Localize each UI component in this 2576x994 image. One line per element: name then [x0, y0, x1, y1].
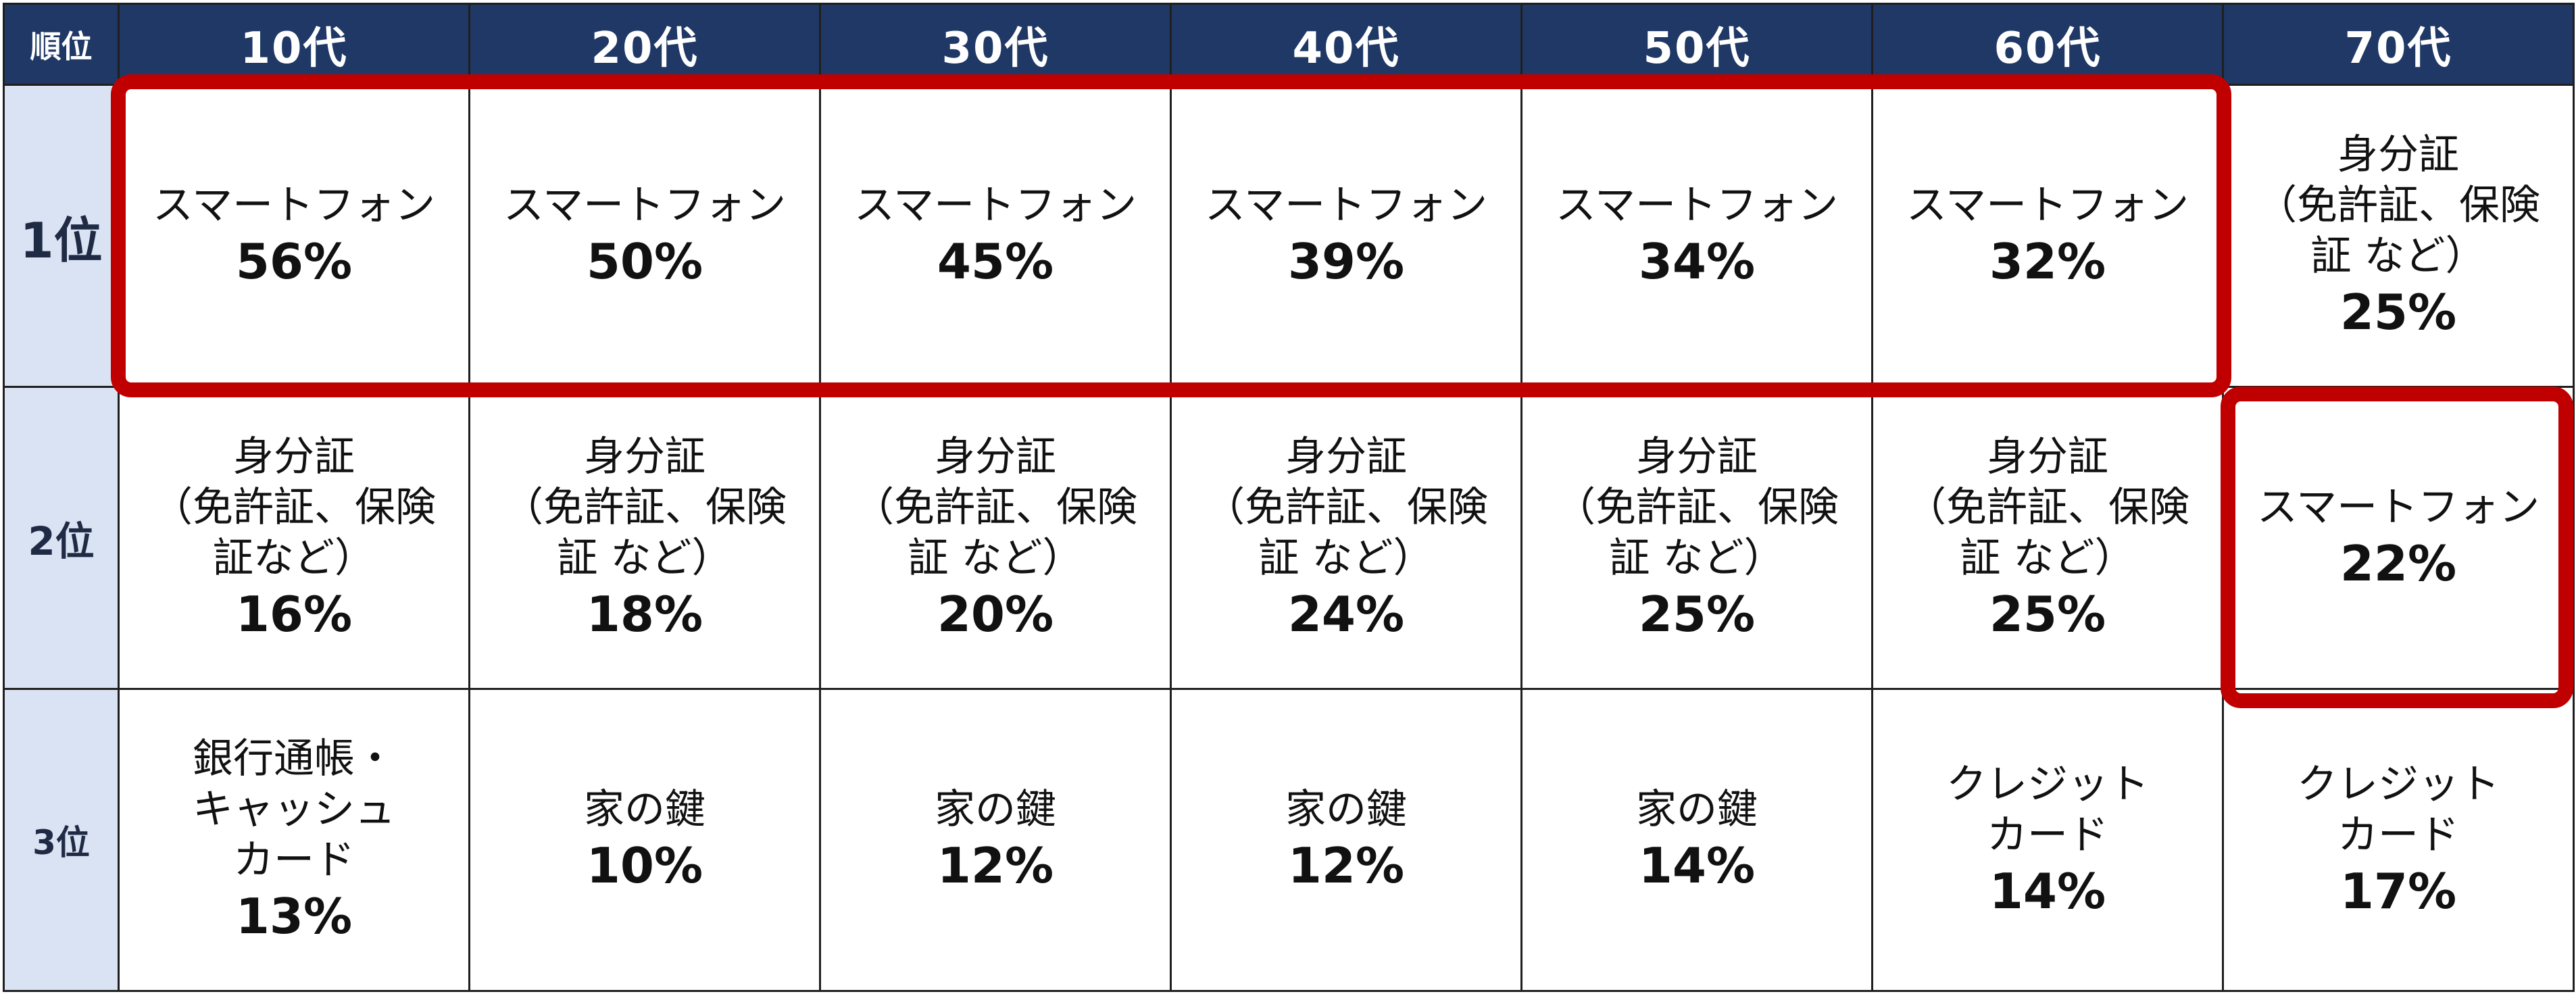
ranking-cell: 身分証 （免許証、保険 証 など） 20% [819, 386, 1172, 690]
item-percentage: 25% [2339, 284, 2457, 341]
item-percentage: 56% [235, 233, 353, 291]
ranking-cell: 家の鍵 12% [1170, 688, 1522, 992]
ranking-cell: 身分証 （免許証、保険 証など） 16% [118, 386, 470, 690]
item-percentage: 45% [937, 233, 1054, 291]
item-percentage: 34% [1638, 233, 1756, 291]
age-header-10s: 10代 [118, 3, 470, 86]
item-name: 家の鍵 [1285, 786, 1407, 834]
item-name: 家の鍵 [935, 786, 1056, 834]
item-percentage: 39% [1287, 233, 1405, 291]
item-percentage: 20% [937, 586, 1054, 643]
rank-header: 順位 [3, 3, 120, 86]
ranking-cell: スマートフォン 22% [2222, 386, 2575, 690]
item-percentage: 25% [1638, 586, 1756, 643]
ranking-cell: 身分証 （免許証、保険 証 など） 25% [1871, 386, 2224, 690]
rank-label-3: 3位 [3, 688, 120, 992]
item-percentage: 14% [1638, 837, 1756, 895]
rank-label-1: 1位 [3, 84, 120, 388]
item-name: スマートフォン [503, 182, 787, 230]
item-percentage: 10% [586, 837, 703, 895]
item-name: クレジット カード [2297, 760, 2500, 859]
item-name: 身分証 （免許証、保険 証 など） [1906, 433, 2189, 582]
rank-row-3: 3位 銀行通帳・ キャッシュ カード 13% 家の鍵 10% 家の鍵 12% 家の鍵 1… [3, 688, 2575, 992]
ranking-cell: 身分証 （免許証、保険 証 など） 25% [1520, 386, 1873, 690]
rank-row-1: 1位 スマートフォン 56% スマートフォン 50% スマートフォン 45% スマート… [3, 84, 2575, 388]
item-name: 身分証 （免許証、保険 証 など） [1204, 433, 1488, 582]
item-name: クレジット カード [1946, 760, 2149, 859]
item-name: 銀行通帳・ キャッシュ カード [193, 735, 395, 885]
header-row: 順位 10代 20代 30代 40代 50代 60代 70代 [3, 3, 2575, 86]
item-percentage: 24% [1287, 586, 1405, 643]
ranking-cell: スマートフォン 45% [819, 84, 1172, 388]
item-percentage: 50% [586, 233, 703, 291]
item-name: 身分証 （免許証、保険 証など） [152, 433, 436, 582]
item-percentage: 13% [235, 888, 353, 945]
item-name: 身分証 （免許証、保険 証 など） [1555, 433, 1839, 582]
item-name: スマートフォン [1555, 182, 1839, 230]
ranking-cell: 身分証 （免許証、保険 証 など） 24% [1170, 386, 1522, 690]
ranking-cell: 家の鍵 12% [819, 688, 1172, 992]
ranking-cell: クレジット カード 14% [1871, 688, 2224, 992]
age-header-20s: 20代 [468, 3, 821, 86]
item-percentage: 14% [1989, 862, 2106, 920]
item-percentage: 17% [2339, 862, 2457, 920]
item-name: スマートフォン [2256, 484, 2540, 532]
item-percentage: 25% [1989, 586, 2106, 643]
ranking-cell: 家の鍵 10% [468, 688, 821, 992]
ranking-cell: スマートフォン 32% [1871, 84, 2224, 388]
item-name: スマートフォン [853, 182, 1137, 230]
ranking-cell: クレジット カード 17% [2222, 688, 2575, 992]
ranking-cell: 銀行通帳・ キャッシュ カード 13% [118, 688, 470, 992]
ranking-cell: 身分証 （免許証、保険 証 など） 25% [2222, 84, 2575, 388]
ranking-cell: スマートフォン 39% [1170, 84, 1522, 388]
item-percentage: 22% [2339, 535, 2457, 593]
item-name: 身分証 （免許証、保険 証 など） [853, 433, 1137, 582]
ranking-cell: 身分証 （免許証、保険 証 など） 18% [468, 386, 821, 690]
item-name: スマートフォン [152, 182, 436, 230]
item-name: スマートフォン [1906, 182, 2189, 230]
ranking-table: 順位 10代 20代 30代 40代 50代 60代 70代 1位 スマートフォ… [3, 3, 2575, 992]
age-header-50s: 50代 [1520, 3, 1873, 86]
ranking-cell: スマートフォン 50% [468, 84, 821, 388]
age-header-30s: 30代 [819, 3, 1172, 86]
ranking-cell: スマートフォン 56% [118, 84, 470, 388]
item-percentage: 18% [586, 586, 703, 643]
item-percentage: 12% [937, 837, 1054, 895]
item-percentage: 16% [235, 586, 353, 643]
item-name: 身分証 （免許証、保険 証 など） [2256, 131, 2540, 280]
rank-label-2: 2位 [3, 386, 120, 690]
age-header-60s: 60代 [1871, 3, 2224, 86]
rank-row-2: 2位 身分証 （免許証、保険 証など） 16% 身分証 （免許証、保険 証 など）… [3, 386, 2575, 690]
ranking-cell: 家の鍵 14% [1520, 688, 1873, 992]
item-name: 家の鍵 [584, 786, 705, 834]
ranking-cell: スマートフォン 34% [1520, 84, 1873, 388]
age-header-70s: 70代 [2222, 3, 2575, 86]
item-name: スマートフォン [1204, 182, 1488, 230]
age-header-40s: 40代 [1170, 3, 1522, 86]
item-percentage: 32% [1989, 233, 2106, 291]
item-percentage: 12% [1287, 837, 1405, 895]
item-name: 家の鍵 [1636, 786, 1758, 834]
item-name: 身分証 （免許証、保険 証 など） [503, 433, 787, 582]
